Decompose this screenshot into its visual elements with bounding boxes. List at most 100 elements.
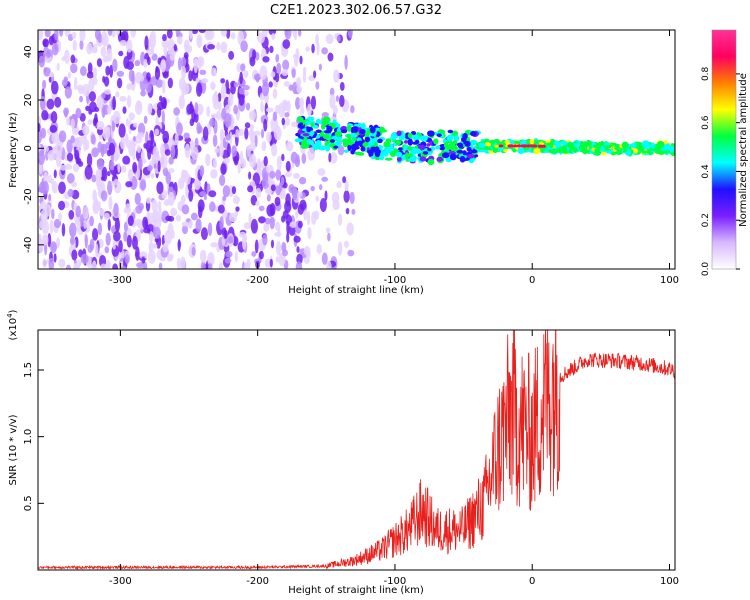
spectrogram-noise-blob — [146, 48, 154, 56]
spectrogram-noise-blob — [284, 112, 290, 118]
spectrogram-band-cell — [407, 132, 413, 139]
spectrogram-noise-blob — [245, 102, 251, 111]
spectrogram-noise-blob — [240, 40, 248, 53]
spectrogram-band-cell — [594, 149, 601, 156]
colorbar-tick-label: 0.2 — [701, 213, 711, 227]
spectrogram-noise-blob — [109, 165, 115, 171]
spectrogram-noise-blob — [298, 176, 307, 185]
spectrogram-noise-blob — [51, 43, 59, 56]
spectrogram-noise-blob — [272, 111, 278, 122]
spectrogram-noise-blob — [191, 30, 198, 35]
spectrogram-noise-blob — [264, 187, 273, 195]
spectrogram-band-cell — [656, 141, 665, 148]
spectrogram-noise-blob — [177, 57, 182, 71]
spectrogram-noise-blob — [112, 110, 121, 125]
snr-series-line — [38, 330, 675, 570]
spectrogram-noise-blob — [126, 83, 132, 90]
spectrogram-noise-blob — [51, 181, 58, 194]
spectrogram-noise-blob — [166, 30, 173, 39]
spectrogram-band-cell — [364, 136, 371, 143]
spectrogram-noise-blob — [84, 164, 93, 180]
spectrogram-noise-blob — [94, 113, 98, 126]
spectrogram-noise-blob — [92, 67, 98, 79]
spectrogram-noise-blob — [67, 188, 74, 198]
spectrogram-noise-blob — [122, 106, 127, 114]
spectrogram-noise-blob — [46, 51, 51, 58]
spectrogram-noise-blob — [54, 30, 59, 41]
spectrogram-band-cell — [383, 150, 389, 155]
spectrogram-band-cell — [294, 138, 303, 143]
spectrogram-band-cell — [469, 131, 477, 137]
spectrogram-noise-blob — [255, 200, 260, 207]
spectrogram-noise-blob — [276, 155, 282, 171]
spectrogram-noise-blob — [181, 82, 190, 96]
spectrogram-noise-blob — [92, 228, 99, 241]
spectrogram-noise-blob — [316, 41, 320, 56]
spectrogram-band-cell — [464, 140, 471, 147]
spectrogram-band-cell — [461, 137, 467, 143]
spectrogram-noise-blob — [139, 74, 145, 82]
spectrogram-noise-blob — [282, 59, 290, 71]
spectrogram-noise-blob — [281, 117, 286, 126]
spectrogram-noise-blob — [49, 219, 54, 234]
spectrogram-noise-blob — [259, 65, 268, 80]
spectrogram-noise-blob — [258, 216, 266, 224]
spectrogram-noise-blob — [332, 199, 340, 211]
spectrogram-noise-blob — [123, 221, 128, 232]
spectrogram-noise-blob — [50, 80, 59, 95]
spectrogram-band-cell — [360, 122, 366, 130]
spectrogram-band-cell — [494, 144, 499, 148]
spectrogram-noise-blob — [167, 77, 174, 89]
spectrogram-noise-blob — [197, 205, 203, 219]
spectrogram-noise-blob — [332, 105, 338, 115]
spectrogram-noise-blob — [96, 120, 105, 130]
spectrogram-noise-blob — [266, 131, 272, 143]
spectrogram-band-cell — [414, 139, 420, 145]
spectrogram-noise-blob — [71, 31, 77, 40]
spectrogram-band-cell — [315, 129, 322, 134]
spectrogram-noise-blob — [285, 160, 291, 172]
spectrogram-noise-blob — [233, 104, 238, 115]
spectrogram-noise-blob — [47, 233, 52, 248]
spectrogram-noise-blob — [286, 232, 290, 243]
spectrogram-noise-blob — [125, 117, 129, 127]
spectrogram-band-cell — [370, 146, 377, 152]
spectrogram-noise-blob — [243, 262, 251, 269]
spectrogram-band-cell — [603, 142, 611, 146]
spectrogram-noise-blob — [222, 137, 227, 149]
spectrogram-noise-blob — [198, 30, 206, 34]
spectrogram-noise-blob — [207, 252, 215, 267]
spectrogram-peak-cell — [538, 144, 544, 148]
spectrogram-noise-blob — [260, 101, 264, 113]
spectrogram-noise-blob — [346, 222, 354, 236]
spectrogram-noise-blob — [231, 186, 237, 195]
spectrogram-noise-blob — [45, 151, 49, 161]
spectrogram-band-cell — [395, 151, 403, 158]
spectrogram-noise-blob — [179, 256, 186, 269]
spectrogram-noise-blob — [41, 110, 49, 121]
spectrogram-noise-blob — [89, 238, 95, 251]
spectrogram-noise-blob — [174, 144, 178, 159]
spectrogram-noise-blob — [274, 196, 281, 207]
spectrogram-noise-blob — [103, 88, 112, 95]
spectrogram-band-cell — [445, 157, 452, 163]
spectrogram-noise-blob — [168, 156, 174, 165]
spectrogram-noise-blob — [100, 92, 106, 99]
spectrogram-band-cell — [556, 148, 565, 153]
spectrogram-band-cell — [307, 116, 312, 121]
spectrogram-band-cell — [422, 151, 429, 155]
spectrogram-noise-blob — [161, 190, 168, 199]
spectrogram-noise-blob — [317, 168, 326, 176]
spectrogram-noise-blob — [265, 107, 274, 113]
spectrogram-noise-blob — [104, 246, 110, 254]
spectrogram-noise-blob — [199, 249, 207, 263]
spectrogram-noise-blob — [118, 50, 124, 57]
spectrogram-noise-blob — [141, 158, 147, 164]
spectrogram-band-cell — [462, 150, 467, 156]
spectrogram-noise-blob — [292, 30, 297, 38]
spectrogram-band-cell — [321, 124, 326, 130]
spectrogram-band-cell — [303, 136, 308, 143]
spectrogram-band-cell — [587, 140, 592, 148]
spectrogram-noise-blob — [39, 163, 43, 175]
spectrogram-band-cell — [396, 156, 402, 162]
